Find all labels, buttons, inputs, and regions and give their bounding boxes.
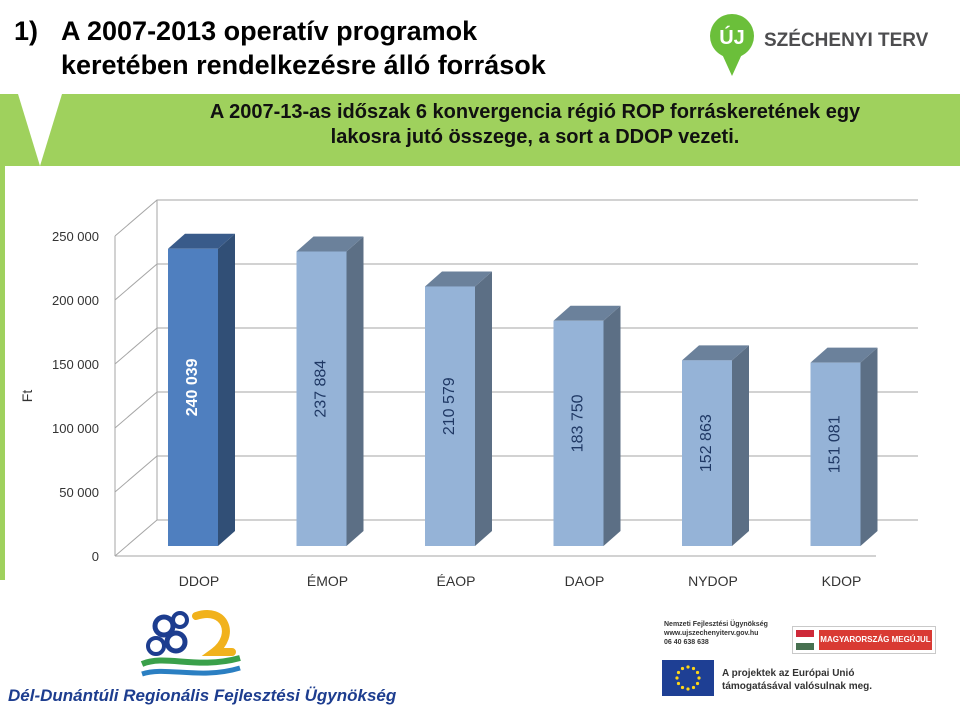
bar (553, 320, 604, 546)
bar-top (682, 345, 749, 361)
bar (168, 248, 218, 547)
banner-white-chevron (18, 94, 62, 166)
logo-pointer (722, 54, 742, 76)
bar-value-label: 240 039 (184, 358, 201, 416)
nfu-name: Nemzeti Fejlesztési Ügynökség (664, 621, 768, 628)
eu-text-line-2: támogatásával valósulnak meg. (722, 681, 873, 692)
logo-uj-text: ÚJ (719, 25, 745, 49)
eu-star (686, 687, 690, 691)
gridline (114, 263, 918, 301)
eu-star (675, 676, 679, 680)
bar-chart: 0 50 000 100 000 150 000 200 000 250 000 Ft 240… (19, 199, 918, 589)
eu-star (691, 685, 696, 690)
bar-side (603, 305, 621, 546)
x-category-label: KDOP (822, 573, 862, 589)
gridline (114, 455, 918, 493)
bar-top (168, 233, 235, 249)
nfu-contact: Nemzeti Fejlesztési Ügynökség www.ujszec… (664, 620, 794, 647)
bar-value-label: 210 579 (441, 377, 458, 435)
nfu-phone: 06 40 638 638 (664, 639, 709, 646)
x-category-label: DAOP (565, 573, 605, 589)
title-line-2: keretében rendelkezésre álló források (61, 50, 546, 80)
bar-value-label: 151 081 (827, 415, 844, 473)
eu-text-line-1: A projektek az Európai Unió (722, 668, 855, 679)
section-number: 1) (14, 16, 39, 46)
x-category-label: DDOP (179, 573, 219, 589)
bar-side (860, 347, 878, 546)
bar-value-label: 183 750 (570, 394, 587, 452)
magyar-text: MAGYARORSZÁG MEGÚJUL (819, 630, 932, 650)
eu-star (697, 676, 701, 680)
eu-flag-icon (662, 660, 714, 696)
y-tick-label: 250 000 (52, 229, 99, 244)
chart-axes (114, 200, 876, 557)
y-tick-label: 50 000 (59, 485, 99, 500)
banner-line-2: lakosra jutó összege, a sort a DDOP veze… (330, 126, 740, 148)
gridline (114, 327, 918, 365)
eu-funding-text: A projektek az Európai Unió támogatásáva… (722, 667, 872, 693)
logo-ring-2 (171, 611, 189, 629)
chart-bars (168, 233, 878, 547)
y-tick-label: 100 000 (52, 421, 99, 436)
bar-side (732, 345, 749, 546)
x-category-label: ÉMOP (307, 573, 348, 589)
bar-top (553, 305, 621, 321)
banner-line-1: A 2007-13-as időszak 6 konvergencia régi… (209, 101, 861, 123)
gridline (114, 199, 918, 237)
title-line-1: A 2007-2013 operatív programok (61, 16, 478, 46)
chart-labels: 0 50 000 100 000 150 000 200 000 250 000 Ft 240… (19, 229, 861, 589)
bar-top (296, 236, 364, 252)
agency-logo (140, 610, 241, 677)
bar-side (346, 236, 364, 546)
eu-star (676, 670, 681, 675)
agency-name: Dél-Dunántúli Regionális Fejlesztési Ügy… (8, 686, 397, 705)
eu-star (676, 681, 681, 686)
gridline (114, 391, 918, 429)
logo-ring-4 (164, 630, 188, 654)
y-tick-label: 200 000 (52, 293, 99, 308)
bar (296, 251, 347, 546)
eu-star (691, 666, 696, 671)
banner-text: A 2007-13-as időszak 6 konvergencia régi… (110, 100, 960, 150)
bar (425, 286, 475, 546)
logo-circle (710, 14, 754, 58)
bar-top (425, 271, 492, 287)
szechenyi-terv-logo: ÚJ SZÉCHENYI TERV (710, 14, 929, 76)
eu-star (680, 685, 685, 690)
logo-yellow-two (192, 610, 236, 656)
eu-star (695, 670, 700, 675)
y-axis-label: Ft (19, 390, 35, 403)
bar-top (810, 347, 878, 363)
bar (810, 362, 861, 546)
logo-blue-wave (141, 665, 241, 677)
magyarorszag-megujul-badge: MAGYARORSZÁG MEGÚJUL (792, 626, 936, 654)
green-banner (0, 94, 960, 166)
logo-ring-3 (146, 636, 166, 656)
logo-name-text: SZÉCHENYI TERV (764, 29, 929, 51)
bar-side (218, 233, 235, 547)
left-accent-stripe (0, 166, 5, 580)
x-category-label: NYDOP (688, 573, 738, 589)
nfu-website: www.ujszechenyiterv.gov.hu (664, 630, 759, 637)
bar (682, 360, 732, 546)
hungarian-flag-icon (796, 630, 814, 650)
bar-value-label: 152 863 (698, 414, 715, 472)
eu-star (686, 665, 690, 669)
page-title: 1) A 2007-2013 operatív programok keretéb… (14, 14, 546, 82)
eu-star (680, 666, 685, 671)
chart-grid (114, 199, 918, 557)
gridline (114, 519, 918, 557)
bar-value-label: 237 884 (313, 360, 330, 418)
y-tick-label: 0 (92, 549, 99, 564)
bar-side (475, 271, 492, 546)
logo-green-wave (140, 655, 241, 667)
eu-star (695, 681, 700, 686)
y-tick-label: 150 000 (52, 357, 99, 372)
logo-ring-1 (152, 614, 176, 638)
x-category-label: ÉAOP (437, 573, 476, 589)
